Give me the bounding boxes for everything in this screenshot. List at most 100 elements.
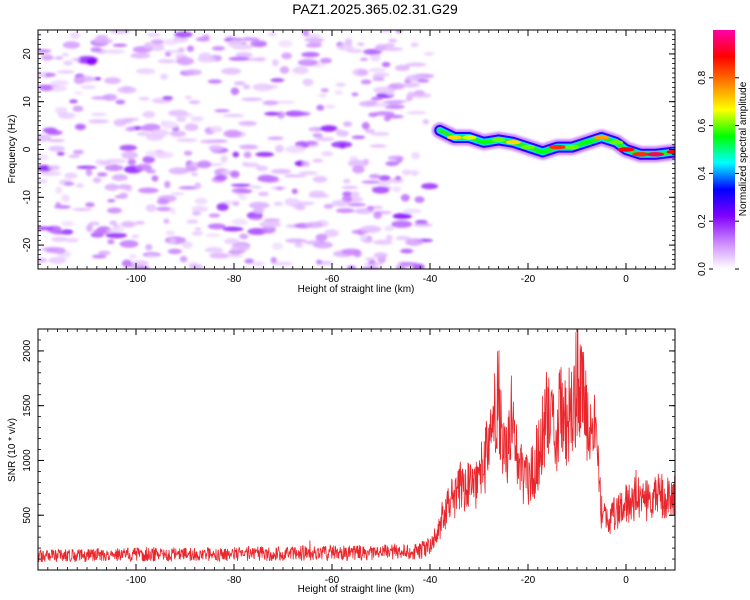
noise-blob xyxy=(371,96,383,101)
noise-blob xyxy=(417,79,430,83)
noise-blob xyxy=(104,183,120,191)
noise-blob xyxy=(90,47,102,53)
noise-blob xyxy=(72,105,84,112)
noise-blob xyxy=(395,30,403,34)
noise-blob xyxy=(320,57,332,64)
spectrogram-ytick-label: 0 xyxy=(22,146,33,152)
noise-blob xyxy=(388,83,406,90)
noise-blob xyxy=(183,150,193,156)
ridge-peak xyxy=(646,152,665,157)
noise-blob xyxy=(347,203,367,207)
noise-blob xyxy=(285,197,295,205)
noise-blob xyxy=(284,145,306,154)
noise-blob xyxy=(135,68,156,75)
noise-blob xyxy=(351,92,359,97)
noise-blob xyxy=(227,39,243,48)
noise-region xyxy=(38,30,439,269)
noise-blob xyxy=(55,250,66,254)
noise-blob xyxy=(142,155,155,164)
noise-blob xyxy=(368,67,387,73)
noise-blob xyxy=(407,91,416,97)
noise-blob xyxy=(230,87,240,96)
ridge-peak xyxy=(477,140,491,145)
noise-blob xyxy=(243,151,252,159)
ridge-peak xyxy=(565,144,580,150)
noise-blob xyxy=(235,52,253,58)
noise-blob xyxy=(164,52,172,57)
spectrogram-ytick-label: 10 xyxy=(22,96,33,108)
noise-blob xyxy=(230,245,250,252)
noise-blob xyxy=(248,201,270,209)
noise-blob xyxy=(238,121,258,126)
noise-blob xyxy=(383,43,396,47)
snr-panel: -100 -80 -60 -40 -20 0 500 1000 1500 2000 Height … xyxy=(7,328,676,595)
noise-blob xyxy=(75,183,84,188)
noise-blob xyxy=(414,196,425,204)
spectrogram-xtick-label: -80 xyxy=(227,274,242,285)
noise-blob xyxy=(373,239,393,245)
noise-blob xyxy=(401,169,412,176)
noise-blob xyxy=(38,134,52,142)
noise-blob xyxy=(169,130,186,137)
noise-blob xyxy=(410,42,419,48)
colorbar: 0.0 0.2 0.4 0.6 0.8 Normalized spectral ampl… xyxy=(697,30,749,276)
snr-ylabel: SNR (10 * v/v) xyxy=(7,418,18,482)
noise-blob xyxy=(121,259,133,268)
noise-blob xyxy=(278,40,293,48)
noise-blob xyxy=(244,258,255,264)
noise-blob xyxy=(92,177,102,183)
noise-blob xyxy=(233,81,246,86)
noise-blob xyxy=(131,234,139,239)
noise-blob xyxy=(297,59,318,67)
noise-blob xyxy=(216,202,229,211)
noise-blob xyxy=(62,41,81,49)
noise-blob xyxy=(136,132,151,136)
noise-blob xyxy=(222,113,245,118)
noise-blob xyxy=(343,178,351,184)
noise-blob xyxy=(357,42,365,46)
noise-blob xyxy=(195,36,211,42)
ridge-peak xyxy=(666,149,675,155)
snr-ytick-label: 1500 xyxy=(22,394,33,417)
noise-blob xyxy=(91,254,107,259)
noise-blob xyxy=(192,211,201,216)
spectrogram-xtick-label: -40 xyxy=(423,274,438,285)
noise-blob xyxy=(179,255,188,263)
noise-blob xyxy=(91,96,111,100)
noise-blob xyxy=(176,57,195,66)
ridge-peak xyxy=(535,149,550,155)
noise-blob xyxy=(55,202,62,209)
noise-blob xyxy=(150,39,165,45)
noise-blob xyxy=(130,52,151,59)
ridge-peak xyxy=(521,144,535,150)
noise-blob xyxy=(351,135,366,139)
noise-blob xyxy=(183,69,202,76)
noise-blob xyxy=(342,191,352,196)
noise-blob xyxy=(47,139,65,143)
spectrogram-xtick-label: -100 xyxy=(126,274,146,285)
noise-blob xyxy=(104,164,124,172)
noise-blob xyxy=(381,47,403,51)
noise-blob xyxy=(223,129,242,138)
noise-blob xyxy=(204,247,224,253)
noise-blob xyxy=(70,31,81,40)
colorbar-tick-label: 0.6 xyxy=(697,118,708,132)
noise-blob xyxy=(99,160,112,166)
noise-blob xyxy=(380,30,392,33)
noise-blob xyxy=(254,57,267,62)
noise-blob xyxy=(135,163,152,171)
noise-blob xyxy=(309,128,316,132)
noise-blob xyxy=(241,97,263,102)
snr-xtick-label: -60 xyxy=(325,575,340,586)
noise-blob xyxy=(93,77,102,81)
noise-blob xyxy=(129,254,137,259)
noise-blob xyxy=(264,111,281,116)
noise-blob xyxy=(86,224,93,233)
snr-xtick-label: -100 xyxy=(126,575,146,586)
noise-blob xyxy=(363,262,384,266)
noise-blob xyxy=(316,259,323,265)
noise-blob xyxy=(115,99,126,105)
noise-blob xyxy=(145,204,157,213)
noise-blob xyxy=(190,116,204,122)
noise-blob xyxy=(262,100,279,106)
